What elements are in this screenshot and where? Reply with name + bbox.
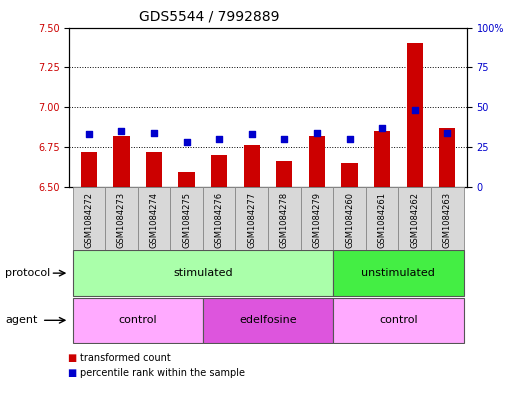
Bar: [333, 250, 464, 296]
Bar: [341, 163, 358, 187]
Point: [313, 129, 321, 136]
Text: GSM1084272: GSM1084272: [84, 192, 93, 248]
Text: ■: ■: [67, 353, 76, 363]
Text: control: control: [379, 315, 418, 325]
Text: GSM1084273: GSM1084273: [117, 192, 126, 248]
Text: GSM1084279: GSM1084279: [312, 192, 322, 248]
Point: [443, 129, 451, 136]
Bar: [406, 43, 423, 187]
Bar: [439, 128, 456, 187]
Text: GSM1084263: GSM1084263: [443, 192, 452, 248]
Text: GSM1084274: GSM1084274: [149, 192, 159, 248]
Bar: [113, 136, 130, 187]
Point: [410, 107, 419, 114]
Bar: [179, 173, 195, 187]
Point: [378, 125, 386, 131]
Bar: [235, 187, 268, 250]
Text: GSM1084275: GSM1084275: [182, 192, 191, 248]
Bar: [105, 187, 137, 250]
Bar: [72, 250, 333, 296]
Text: GSM1084262: GSM1084262: [410, 192, 419, 248]
Bar: [399, 187, 431, 250]
Bar: [72, 298, 203, 343]
Bar: [333, 298, 464, 343]
Bar: [146, 152, 162, 187]
Text: ■: ■: [67, 368, 76, 378]
Text: edelfosine: edelfosine: [239, 315, 297, 325]
Bar: [309, 136, 325, 187]
Bar: [244, 145, 260, 187]
Text: stimulated: stimulated: [173, 268, 233, 278]
Bar: [81, 152, 97, 187]
Point: [248, 131, 256, 137]
Text: unstimulated: unstimulated: [362, 268, 436, 278]
Point: [280, 136, 288, 142]
Point: [215, 136, 223, 142]
Text: control: control: [119, 315, 157, 325]
Bar: [333, 187, 366, 250]
Text: GSM1084260: GSM1084260: [345, 192, 354, 248]
Text: percentile rank within the sample: percentile rank within the sample: [80, 368, 245, 378]
Bar: [301, 187, 333, 250]
Bar: [431, 187, 464, 250]
Point: [85, 131, 93, 137]
Text: GSM1084278: GSM1084278: [280, 192, 289, 248]
Bar: [72, 187, 105, 250]
Text: GSM1084261: GSM1084261: [378, 192, 387, 248]
Text: transformed count: transformed count: [80, 353, 170, 363]
Bar: [276, 161, 292, 187]
Text: GDS5544 / 7992889: GDS5544 / 7992889: [139, 10, 279, 24]
Bar: [170, 187, 203, 250]
Text: GSM1084277: GSM1084277: [247, 192, 256, 248]
Bar: [203, 298, 333, 343]
Bar: [203, 187, 235, 250]
Text: protocol: protocol: [5, 268, 50, 278]
Text: GSM1084276: GSM1084276: [214, 192, 224, 248]
Bar: [268, 187, 301, 250]
Bar: [366, 187, 399, 250]
Text: agent: agent: [5, 315, 37, 325]
Bar: [211, 155, 227, 187]
Point: [117, 128, 126, 134]
Bar: [137, 187, 170, 250]
Point: [183, 139, 191, 145]
Bar: [374, 131, 390, 187]
Point: [345, 136, 353, 142]
Point: [150, 129, 158, 136]
